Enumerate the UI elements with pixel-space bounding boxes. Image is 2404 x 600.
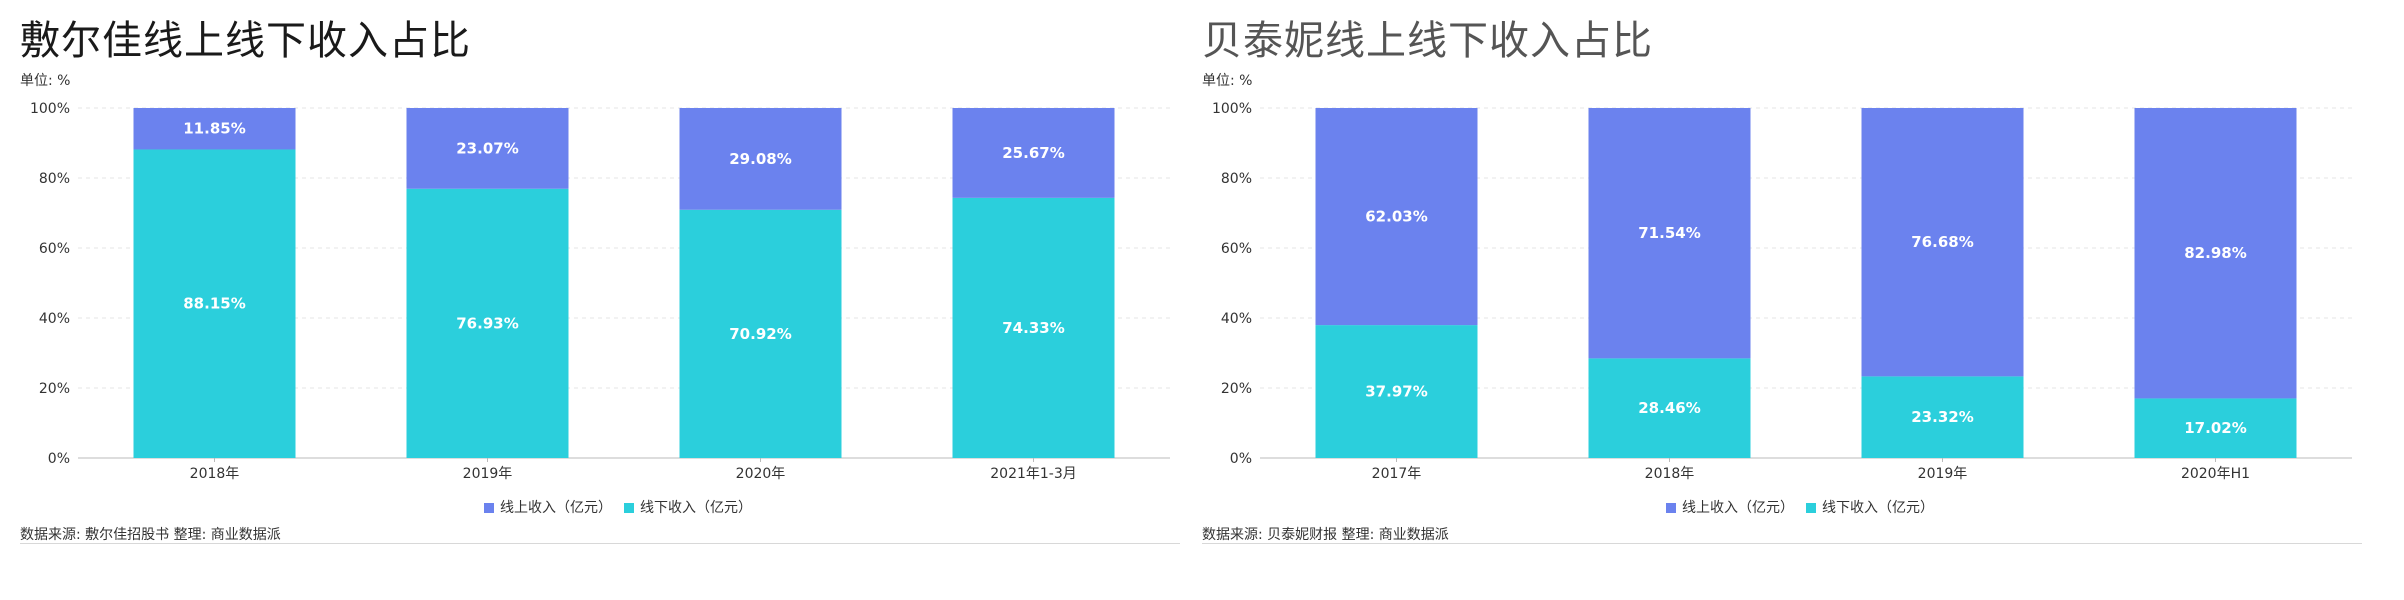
x-tick-label: 2020年H1 <box>2181 466 2250 482</box>
y-tick-label: 60% <box>39 241 70 257</box>
divider <box>20 543 1180 544</box>
chart-svg: 0% 20% 40% 60% 80% 100% 37.97% 62.03% 2017年 28.46… <box>1212 101 2352 516</box>
legend-swatch <box>624 503 634 513</box>
chart-title: 敷尔佳线上线下收入占比 <box>20 18 471 64</box>
data-label-offline: 70.92% <box>729 325 791 343</box>
bar-online <box>1861 108 2024 377</box>
data-label-online: 62.03% <box>1365 208 1427 226</box>
data-label-offline: 28.46% <box>1638 399 1700 417</box>
source-note: 数据来源: 贝泰妮财报 整理: 商业数据派 <box>1202 527 1449 543</box>
data-label-online: 29.08% <box>729 150 791 168</box>
bar-online <box>1315 108 1478 326</box>
y-tick-label: 0% <box>1230 451 1252 467</box>
chart-panel-fuerjia: 敷尔佳线上线下收入占比 单位: % 0% 20% 40% 60% 80% 100% 88.1… <box>20 0 1200 545</box>
bar-online <box>679 108 842 210</box>
bar-offline <box>952 197 1115 458</box>
x-tick-label: 2017年 <box>1372 466 1422 482</box>
x-tick-label: 2018年 <box>190 466 240 482</box>
y-tick-label: 60% <box>1221 241 1252 257</box>
bar-offline <box>1588 358 1751 458</box>
x-tick-label: 2018年 <box>1645 466 1695 482</box>
bar-online <box>406 108 569 189</box>
y-tick-label: 20% <box>39 381 70 397</box>
data-label-offline: 74.33% <box>1002 319 1064 337</box>
legend-swatch <box>484 503 494 513</box>
bar-online <box>2134 108 2297 399</box>
bar-offline <box>406 188 569 458</box>
data-label-online: 71.54% <box>1638 224 1700 242</box>
y-tick-label: 0% <box>48 451 70 467</box>
legend-swatch <box>1666 503 1676 513</box>
y-tick-label: 100% <box>30 101 70 117</box>
y-tick-label: 20% <box>1221 381 1252 397</box>
y-tick-label: 80% <box>1221 171 1252 187</box>
x-tick-label: 2019年 <box>463 466 513 482</box>
bar-offline <box>2134 398 2297 458</box>
x-tick-label: 2020年 <box>736 466 786 482</box>
data-label-online: 11.85% <box>183 120 245 138</box>
legend-label: 线下收入（亿元） <box>1822 500 1934 516</box>
data-label-offline: 37.97% <box>1365 383 1427 401</box>
y-tick-label: 40% <box>39 311 70 327</box>
y-tick-label: 80% <box>39 171 70 187</box>
bar-online <box>952 108 1115 198</box>
bar-online <box>1588 108 1751 359</box>
data-label-offline: 88.15% <box>183 295 245 313</box>
legend-label: 线上收入（亿元） <box>1682 500 1794 516</box>
bar-offline <box>1315 325 1478 458</box>
bar-offline <box>1861 376 2024 458</box>
data-label-offline: 23.32% <box>1911 408 1973 426</box>
data-label-online: 76.68% <box>1911 233 1973 251</box>
unit-label: 单位: % <box>20 73 71 89</box>
y-tick-label: 40% <box>1221 311 1252 327</box>
chart-title: 贝泰妮线上线下收入占比 <box>1202 18 1653 64</box>
bar-offline <box>679 209 842 458</box>
source-note: 数据来源: 敷尔佳招股书 整理: 商业数据派 <box>20 527 281 543</box>
y-tick-label: 100% <box>1212 101 1252 117</box>
legend-label: 线下收入（亿元） <box>640 500 752 516</box>
divider <box>1202 543 2362 544</box>
legend-swatch <box>1806 503 1816 513</box>
x-tick-label: 2019年 <box>1918 466 1968 482</box>
x-tick-label: 2021年1-3月 <box>990 466 1077 482</box>
data-label-offline: 17.02% <box>2184 419 2246 437</box>
chart-svg: 0% 20% 40% 60% 80% 100% 88.15% 11.85% 2018年 76.93… <box>30 101 1170 516</box>
unit-label: 单位: % <box>1202 73 1253 89</box>
data-label-offline: 76.93% <box>456 314 518 332</box>
bar-offline <box>133 149 296 458</box>
legend-label: 线上收入（亿元） <box>500 500 612 516</box>
chart-panel-betaini: 贝泰妮线上线下收入占比 单位: % 0% 20% 40% 60% 80% 100% 37.9… <box>1202 0 2382 545</box>
data-label-online: 23.07% <box>456 139 518 157</box>
bar-online <box>133 108 296 150</box>
data-label-online: 82.98% <box>2184 244 2246 262</box>
data-label-online: 25.67% <box>1002 144 1064 162</box>
